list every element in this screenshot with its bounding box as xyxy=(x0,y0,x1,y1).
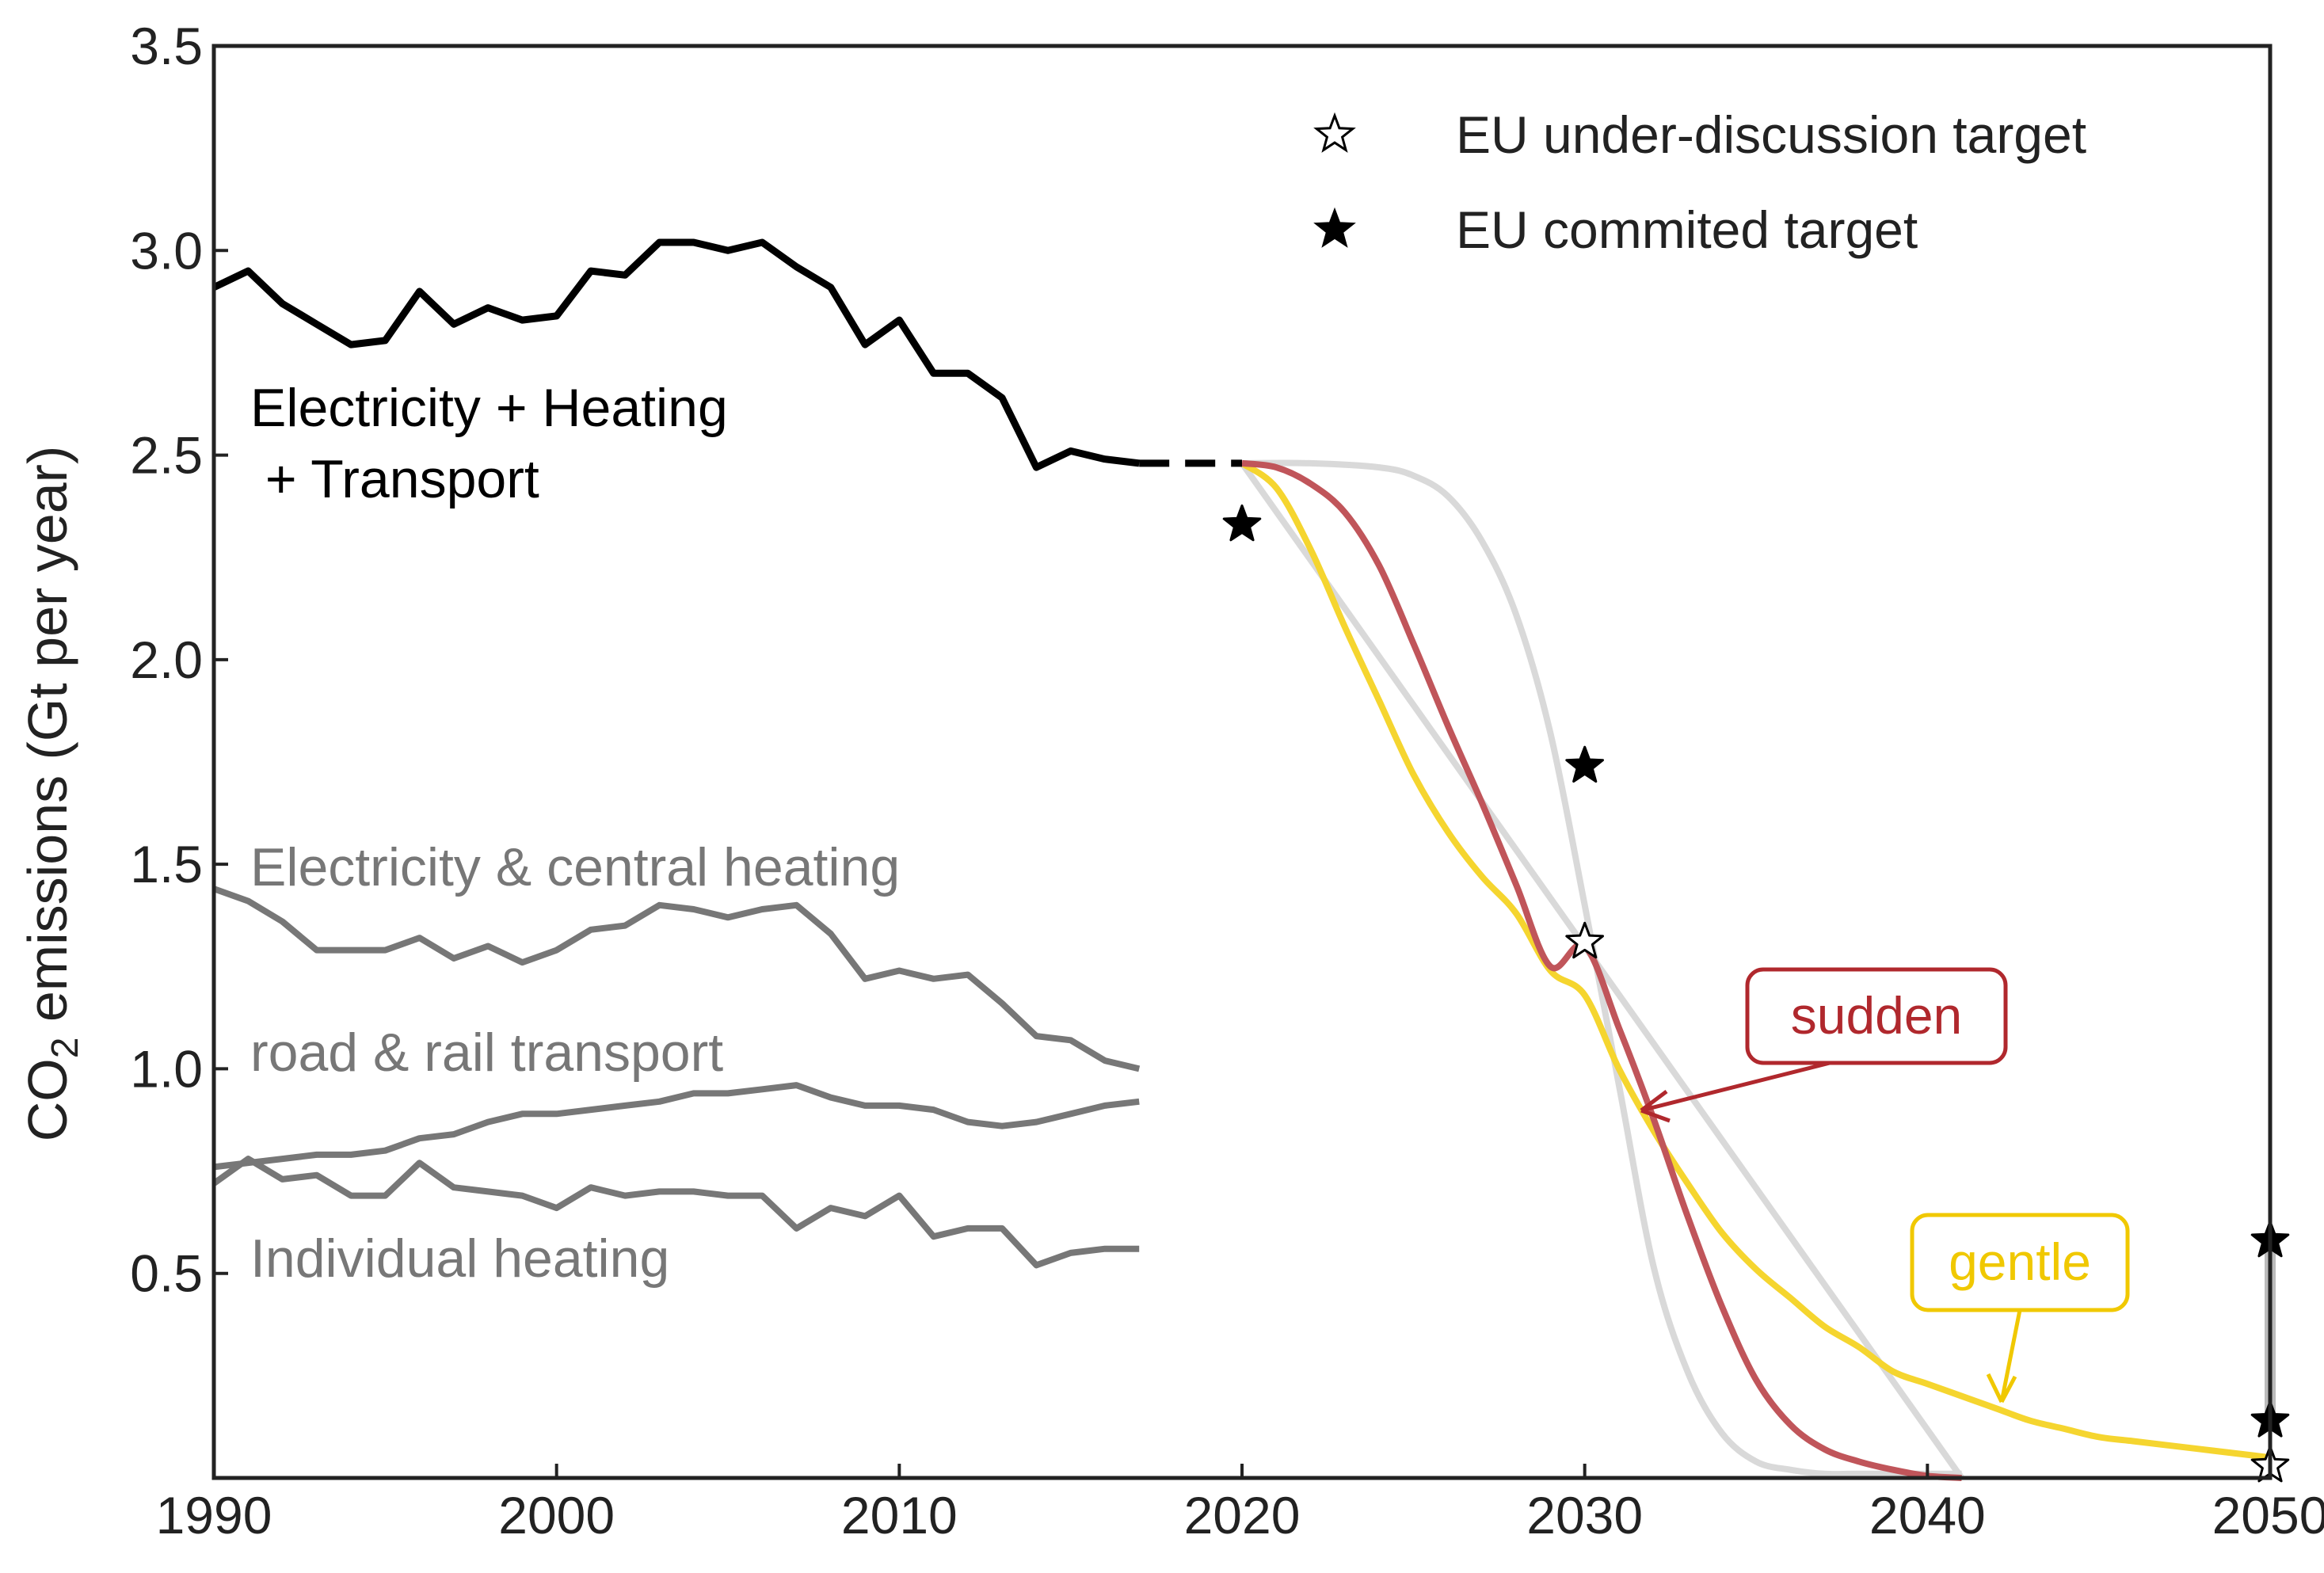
total-series-label-line-1: Electricity + Heating xyxy=(250,378,728,438)
y-tick-label: 1.0 xyxy=(130,1039,203,1098)
tick-layer: 1990 2000 2010 2020 2030 2040 2050 0.5 1.0 1.5 2.0… xyxy=(130,17,2324,1544)
x-tick-label: 2030 xyxy=(1526,1486,1643,1544)
legend-open-star-marker xyxy=(1313,112,1356,153)
x-tick-label: 2010 xyxy=(841,1486,958,1544)
total-series-line xyxy=(212,238,1140,471)
gentle-label: gentle xyxy=(1949,1232,2091,1291)
x-tick-label: 1990 xyxy=(156,1486,272,1544)
gentle-arrow xyxy=(1986,1309,2022,1404)
linear-pathway-line xyxy=(1239,461,1964,1480)
individual-series-line xyxy=(211,1156,1140,1269)
filled-star-target-marker xyxy=(1222,504,1262,542)
y-axis-title-rest: emissions (Gt per year) xyxy=(17,446,78,1038)
road-series-line xyxy=(213,1082,1140,1171)
y-tick-label: 0.5 xyxy=(130,1244,203,1303)
gentle-pathway-line xyxy=(1240,460,2271,1461)
y-tick-label: 2.0 xyxy=(130,630,203,689)
legend-label-committed: EU commited target xyxy=(1456,200,1918,259)
y-tick-label: 3.5 xyxy=(130,17,203,75)
y-tick-label: 1.5 xyxy=(130,835,203,893)
y-axis-title: CO2 emissions (Gt per year) xyxy=(17,446,86,1142)
road-series-label: road & rail transport xyxy=(250,1023,723,1083)
electricity-series-line xyxy=(212,886,1141,1072)
x-tick-label: 2040 xyxy=(1869,1486,1986,1544)
y-axis-title-main: CO xyxy=(17,1058,78,1141)
sudden-label-box xyxy=(1745,967,2008,1065)
y-tick-label: 2.5 xyxy=(130,426,203,485)
annotation-layer: sudden gentle xyxy=(1640,967,2130,1404)
legend-entry-under-discussion: EU under-discussion target xyxy=(1313,105,2086,164)
legend-label-under-discussion: EU under-discussion target xyxy=(1456,105,2086,164)
y-tick-label: 3.0 xyxy=(130,221,203,280)
legend: EU under-discussion target EU commited t… xyxy=(1313,105,2086,259)
electricity-series-label: Electricity & central heating xyxy=(250,837,900,897)
total-series-label-line-2: + Transport xyxy=(250,449,539,509)
sudden-label: sudden xyxy=(1791,986,1963,1045)
x-tick-label: 2000 xyxy=(498,1486,615,1544)
open-star-target-marker xyxy=(1565,921,1604,959)
series-layer xyxy=(211,238,1242,1269)
legend-filled-star-marker xyxy=(1313,207,1356,248)
individual-series-label: Individual heating xyxy=(250,1228,669,1289)
sudden-pathway-line xyxy=(1241,459,1962,1481)
filled-star-target-marker xyxy=(1565,745,1604,783)
label-layer: Electricity + Heating + Transport Electr… xyxy=(250,378,900,1289)
x-tick-label: 2050 xyxy=(2212,1486,2324,1544)
steep-pathway-line xyxy=(1241,459,1962,1478)
legend-entry-committed: EU commited target xyxy=(1313,200,1918,259)
pathway-layer xyxy=(1239,459,2276,1481)
x-tick-label: 2020 xyxy=(1184,1486,1301,1544)
y-axis-title-subscript: 2 xyxy=(44,1038,86,1059)
sudden-arrow xyxy=(1640,1061,1831,1123)
